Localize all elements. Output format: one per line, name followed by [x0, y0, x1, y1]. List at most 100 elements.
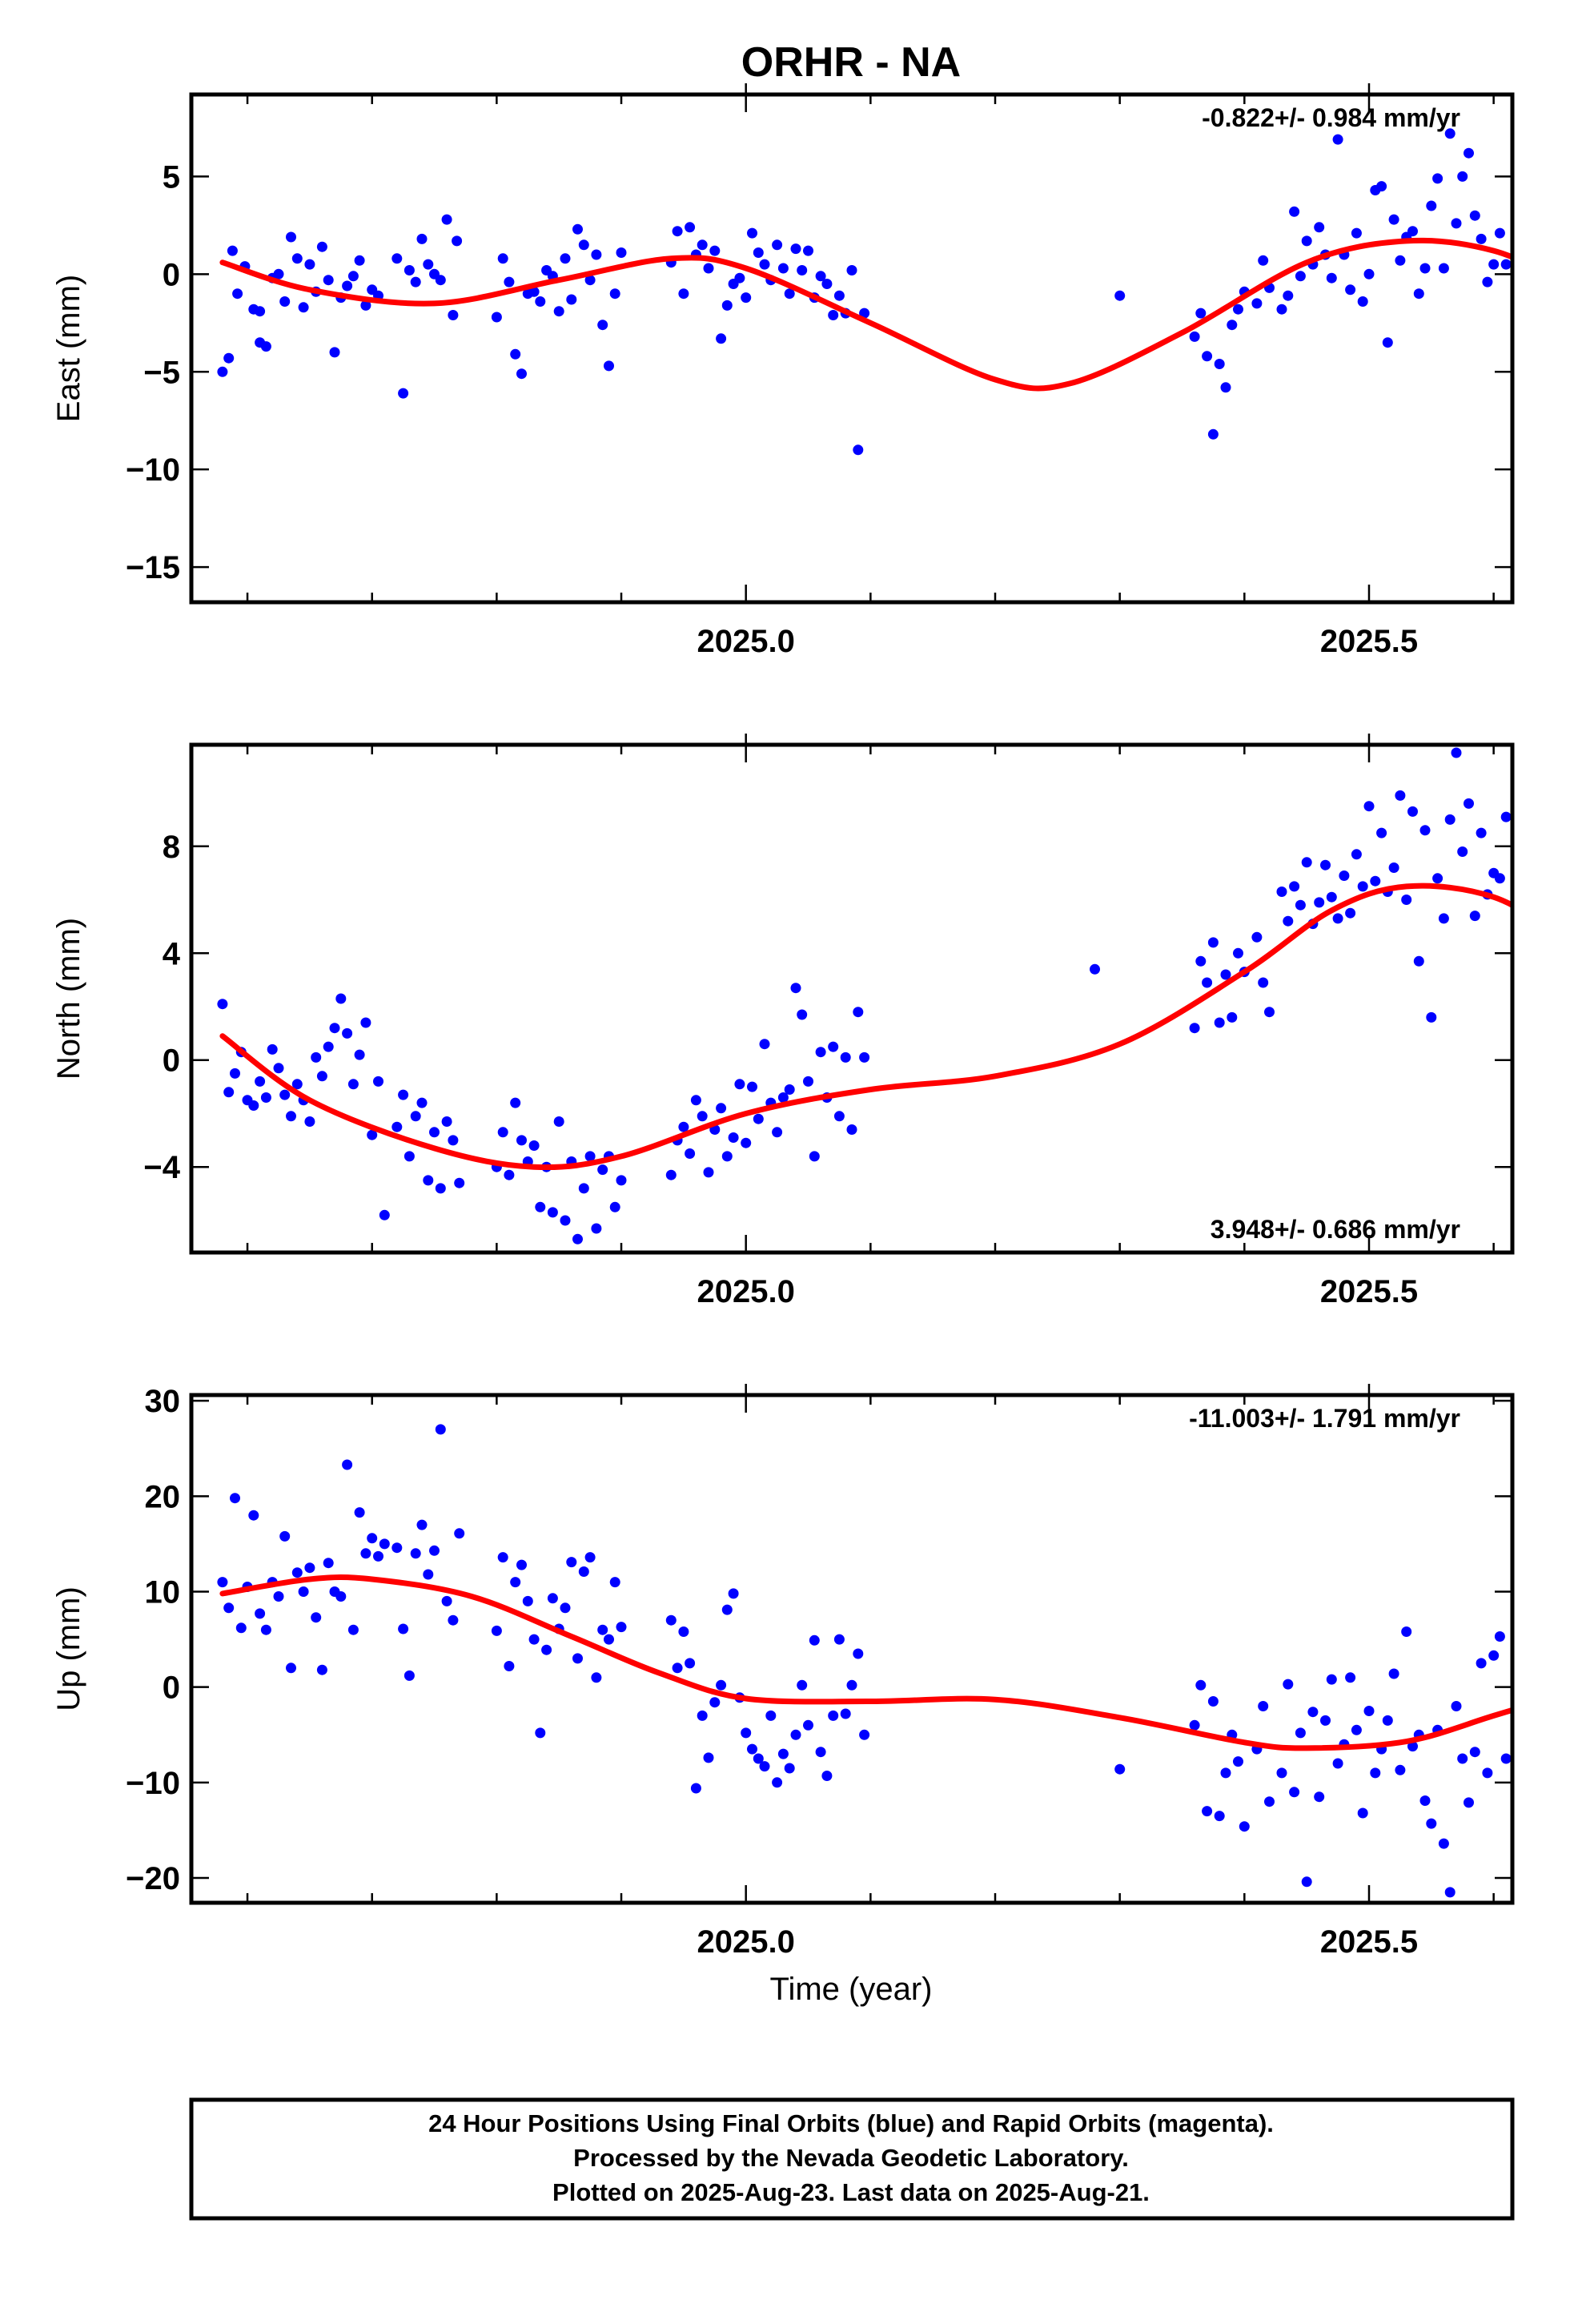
- final-orbit-point: [1233, 947, 1243, 959]
- model-curve: [219, 237, 1512, 392]
- final-orbit-point: [454, 1528, 465, 1539]
- final-orbit-point: [1114, 1763, 1126, 1775]
- rapid-orbit-point: [1576, 1004, 1582, 1015]
- final-orbit-point: [697, 1710, 708, 1721]
- final-orbit-point: [342, 280, 353, 292]
- final-orbit-point: [578, 239, 589, 251]
- panel-frame: [189, 742, 1515, 1255]
- final-orbit-point: [741, 1727, 752, 1739]
- final-orbit-point: [1438, 263, 1449, 274]
- final-orbit-point: [232, 288, 243, 300]
- final-orbit-point: [697, 239, 708, 251]
- panels: 5 0 −5 −10 −15 2025.0 2025.5 East (mm) -0.822+/-…: [51, 83, 1582, 1960]
- final-orbit-point: [777, 1748, 789, 1759]
- panel-frame: [189, 92, 1515, 605]
- final-orbit-point: [416, 1519, 428, 1530]
- y-axis-label-north-mm: North (mm): [51, 918, 86, 1080]
- final-orbit-point: [316, 1071, 327, 1082]
- final-orbit-point: [1207, 428, 1219, 440]
- final-orbit-point: [260, 1624, 271, 1635]
- final-orbit-point: [678, 288, 689, 300]
- final-orbit-point: [1283, 290, 1294, 301]
- y-tick-label: 5: [163, 159, 180, 195]
- final-orbit-point: [1220, 969, 1231, 980]
- final-orbit-point: [1314, 1791, 1325, 1803]
- final-orbit-point: [398, 388, 409, 399]
- final-orbit-point: [416, 1097, 428, 1108]
- final-orbit-point: [553, 306, 564, 317]
- final-orbit-point: [360, 1548, 371, 1559]
- final-orbit-point: [217, 366, 228, 377]
- final-orbit-point: [584, 275, 596, 286]
- rapid-orbit-point: [1532, 951, 1543, 961]
- final-orbit-point: [435, 1424, 446, 1435]
- final-orbit-point: [335, 993, 347, 1004]
- final-orbit-point: [291, 1567, 303, 1578]
- final-orbit-point: [741, 292, 752, 304]
- final-orbit-point: [323, 1558, 334, 1569]
- rapid-orbit-point: [1520, 1653, 1530, 1663]
- footer-frame: [189, 2097, 1515, 2221]
- final-orbit-point: [578, 1183, 589, 1194]
- final-orbit-point: [1444, 1887, 1456, 1898]
- rate-label: -0.822+/- 0.984 mm/yr: [1202, 103, 1460, 132]
- rate-label: -11.003+/- 1.791 mm/yr: [1189, 1404, 1460, 1433]
- final-orbit-point: [1220, 1767, 1231, 1779]
- final-orbit-point: [803, 245, 813, 256]
- final-orbit-point: [553, 1116, 564, 1127]
- final-orbit-point: [672, 226, 683, 237]
- final-orbit-point: [1295, 1727, 1306, 1739]
- final-orbit-point: [784, 1763, 795, 1774]
- final-orbit-point: [828, 1710, 839, 1721]
- final-orbit-point: [1419, 263, 1431, 274]
- final-orbit-point: [1227, 1011, 1238, 1023]
- final-orbit-point: [734, 1079, 745, 1090]
- final-orbit-point: [1407, 1741, 1418, 1752]
- final-orbit-point: [441, 1116, 452, 1127]
- final-orbit-point: [423, 1175, 434, 1186]
- final-orbit-point: [703, 1167, 714, 1178]
- final-orbit-point: [753, 247, 764, 258]
- rapid-orbit-point: [1576, 589, 1582, 600]
- final-orbit-point: [260, 1092, 271, 1103]
- final-orbit-point: [1464, 798, 1474, 809]
- rapid-orbit-point: [1544, 798, 1555, 809]
- final-orbit-point: [435, 275, 446, 286]
- final-orbit-point: [803, 1076, 813, 1087]
- final-orbit-point: [734, 272, 745, 283]
- rate-label: 3.948+/- 0.686 mm/yr: [1211, 1215, 1460, 1244]
- final-orbit-point: [452, 235, 463, 247]
- final-orbit-point: [1251, 931, 1263, 943]
- y-tick-label: 0: [163, 257, 180, 292]
- final-orbit-point: [1401, 1626, 1412, 1637]
- final-orbit-point: [1332, 1758, 1343, 1769]
- final-orbit-point: [1264, 1796, 1275, 1807]
- rapid-orbit-point: [1551, 900, 1561, 911]
- final-orbit-point: [709, 1697, 721, 1708]
- rapid-orbit-point: [1532, 1631, 1543, 1642]
- final-orbit-point: [373, 1550, 383, 1562]
- final-orbit-point: [790, 1729, 801, 1740]
- final-orbit-point: [448, 1135, 459, 1146]
- final-orbit-point: [790, 243, 801, 255]
- final-orbit-point: [797, 1679, 808, 1691]
- final-orbit-point: [1494, 227, 1505, 239]
- final-orbit-point: [1195, 308, 1207, 319]
- final-orbit-point: [441, 214, 452, 225]
- final-orbit-point: [1464, 147, 1474, 159]
- rapid-orbit-point: [1532, 363, 1543, 373]
- final-orbit-point: [846, 1124, 857, 1135]
- rapid-orbit-point: [1526, 1498, 1536, 1509]
- final-orbit-point: [597, 1164, 608, 1176]
- final-orbit-point: [223, 352, 235, 364]
- final-orbit-point: [772, 239, 783, 251]
- final-orbit-point: [597, 320, 608, 331]
- final-orbit-point: [1214, 1811, 1225, 1822]
- final-orbit-point: [410, 1111, 421, 1122]
- y-tick-label: −10: [126, 1766, 180, 1801]
- footer-line-1: 24 Hour Positions Using Final Orbits (bl…: [428, 2109, 1274, 2137]
- final-orbit-point: [304, 259, 315, 270]
- final-orbit-point: [1476, 827, 1487, 838]
- footer-line-3: Plotted on 2025-Aug-23. Last data on 202…: [552, 2178, 1150, 2206]
- final-orbit-point: [291, 253, 303, 264]
